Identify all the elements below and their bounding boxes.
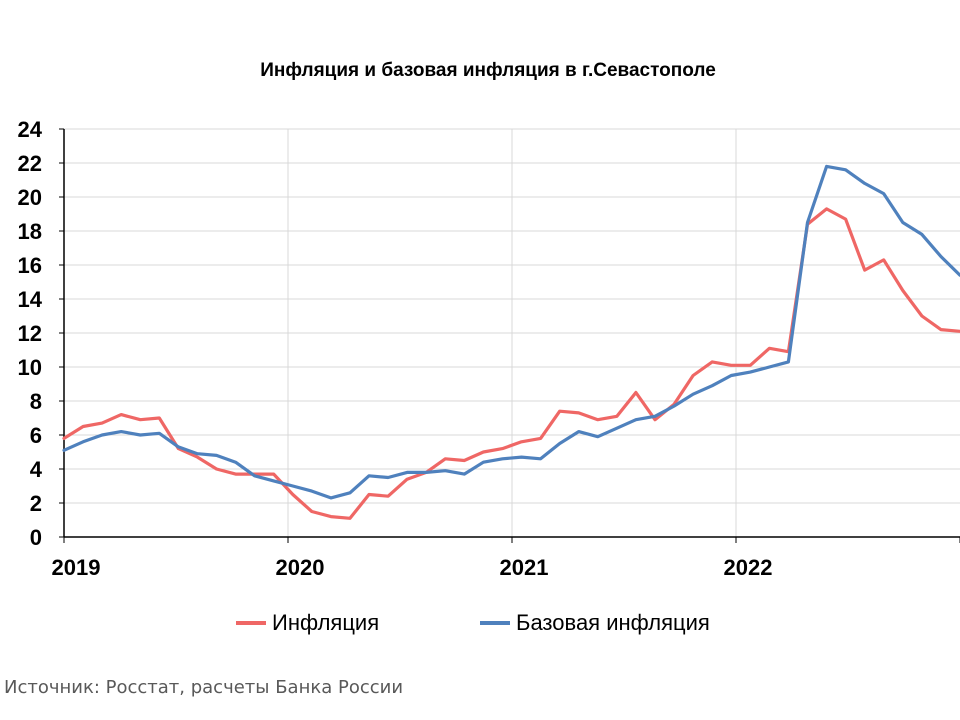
y-tick-label: 20 [18, 185, 42, 210]
y-tick-label: 16 [18, 253, 42, 278]
y-tick-label: 10 [18, 355, 42, 380]
x-tick-label: 2022 [724, 555, 773, 580]
legend: Инфляция Базовая инфляция [0, 610, 960, 640]
series-line-core-inflation [62, 164, 960, 500]
series-line-inflation [62, 207, 960, 520]
x-tick-label: 2021 [500, 555, 549, 580]
chart-title: Инфляция и базовая инфляция в г.Севастоп… [260, 60, 716, 81]
y-tick-label: 8 [30, 389, 42, 414]
legend-item-inflation: Инфляция [236, 610, 379, 636]
y-tick-label: 24 [18, 117, 43, 142]
x-tick-label: 2020 [276, 555, 325, 580]
y-tick-label: 22 [18, 151, 42, 176]
gridlines [63, 128, 960, 537]
y-tick-label: 4 [30, 457, 43, 482]
series-lines [62, 164, 960, 520]
legend-item-core-inflation: Базовая инфляция [480, 610, 710, 636]
legend-swatch-core-inflation [480, 621, 510, 625]
y-tick-label: 12 [18, 321, 42, 346]
legend-label-core-inflation: Базовая инфляция [516, 610, 710, 635]
legend-swatch-inflation [236, 621, 266, 625]
y-tick-label: 14 [18, 287, 43, 312]
source-note: Источник: Росстат, расчеты Банка России [4, 677, 404, 698]
y-tick-label: 6 [30, 423, 42, 448]
y-tick-label: 2 [30, 491, 42, 516]
x-tick-label: 2019 [52, 555, 101, 580]
y-tick-label: 18 [18, 219, 42, 244]
legend-label-inflation: Инфляция [272, 610, 380, 635]
axes [59, 128, 960, 543]
y-tick-label: 0 [30, 525, 42, 550]
